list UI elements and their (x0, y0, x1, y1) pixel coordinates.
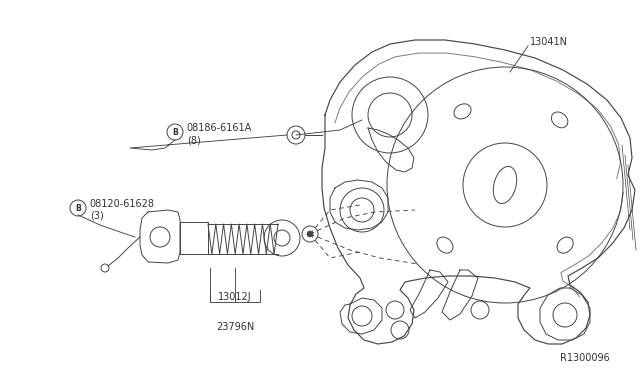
Text: 08186-6161A: 08186-6161A (186, 123, 252, 133)
Text: 23796N: 23796N (216, 322, 254, 332)
Text: 13041N: 13041N (530, 37, 568, 47)
Text: (3): (3) (90, 210, 104, 220)
Text: 13012J: 13012J (218, 292, 252, 302)
Text: B: B (75, 203, 81, 212)
Text: B: B (172, 128, 178, 137)
Text: (8): (8) (187, 135, 201, 145)
Text: 08120-61628: 08120-61628 (89, 199, 154, 209)
Circle shape (307, 231, 313, 237)
Text: R1300096: R1300096 (560, 353, 610, 363)
